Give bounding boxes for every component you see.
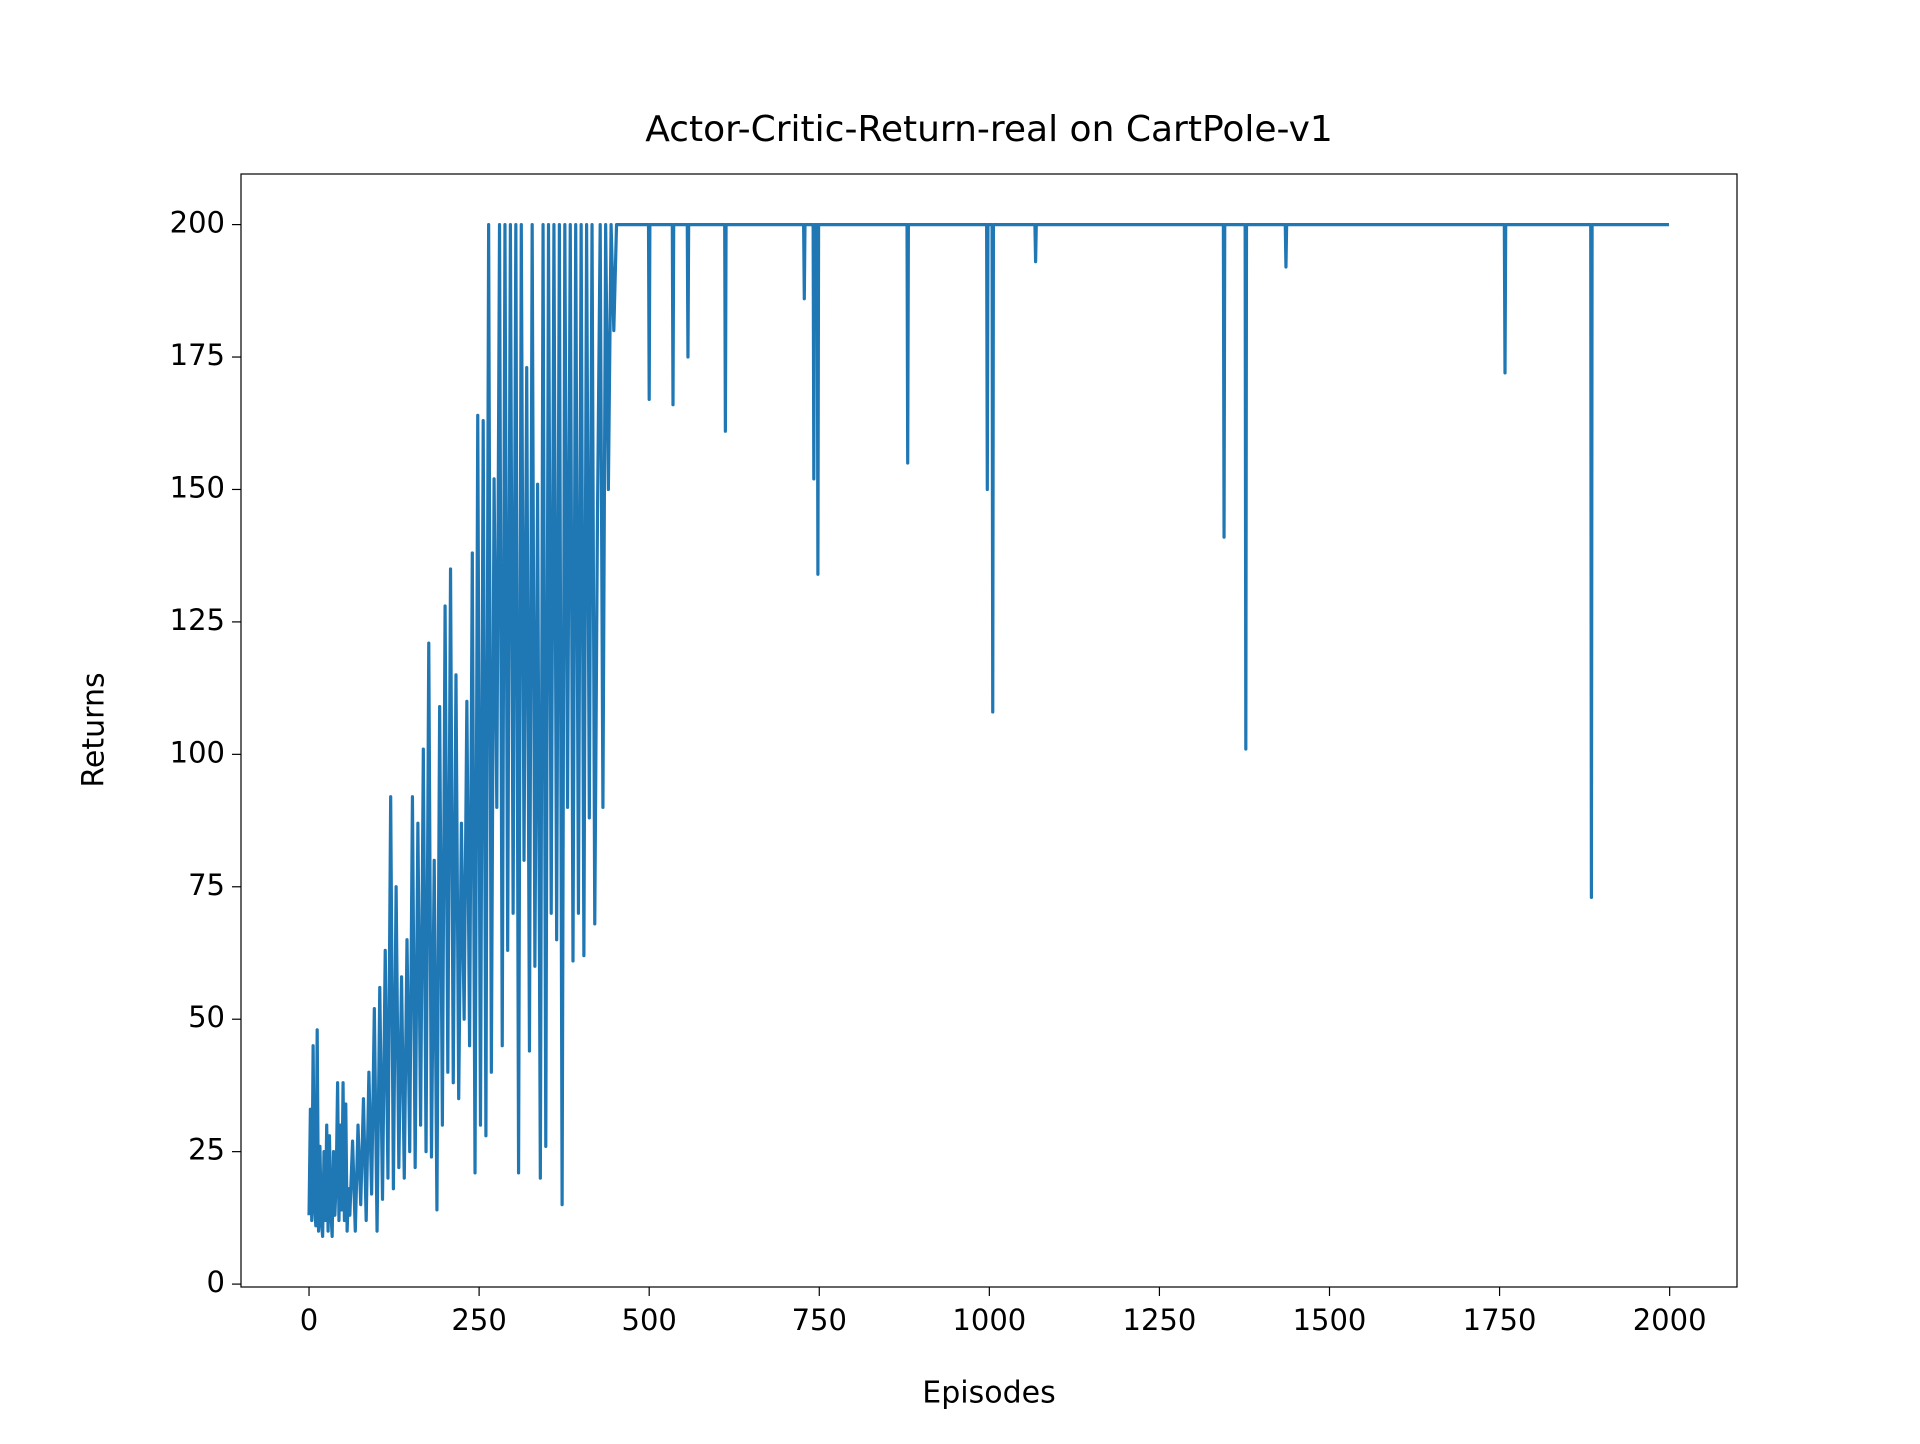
x-tick-label: 2000 — [1633, 1303, 1707, 1337]
chart-title: Actor-Critic-Return-real on CartPole-v1 — [645, 109, 1333, 150]
x-tick-label: 1750 — [1463, 1303, 1537, 1337]
y-tick-label: 25 — [188, 1133, 225, 1167]
x-tick-label: 1000 — [952, 1303, 1026, 1337]
y-tick-label: 200 — [170, 206, 225, 240]
x-tick-label: 1500 — [1293, 1303, 1367, 1337]
y-tick-label: 100 — [170, 735, 225, 769]
y-tick-label: 75 — [188, 868, 225, 902]
y-tick-label: 0 — [207, 1265, 225, 1299]
y-tick-label: 150 — [170, 470, 225, 504]
y-tick-label: 175 — [170, 338, 225, 372]
x-tick-label: 250 — [451, 1303, 506, 1337]
y-tick-label: 50 — [188, 1000, 225, 1034]
x-tick-label: 500 — [622, 1303, 677, 1337]
plot-frame — [240, 173, 1738, 1288]
x-axis-label: Episodes — [922, 1376, 1055, 1411]
x-tick-label: 1250 — [1123, 1303, 1197, 1337]
x-tick-label: 750 — [792, 1303, 847, 1337]
x-tick-label: 0 — [300, 1303, 318, 1337]
y-axis-label: Returns — [77, 672, 112, 787]
data-line — [307, 222, 1669, 1239]
y-tick-label: 125 — [170, 603, 225, 637]
